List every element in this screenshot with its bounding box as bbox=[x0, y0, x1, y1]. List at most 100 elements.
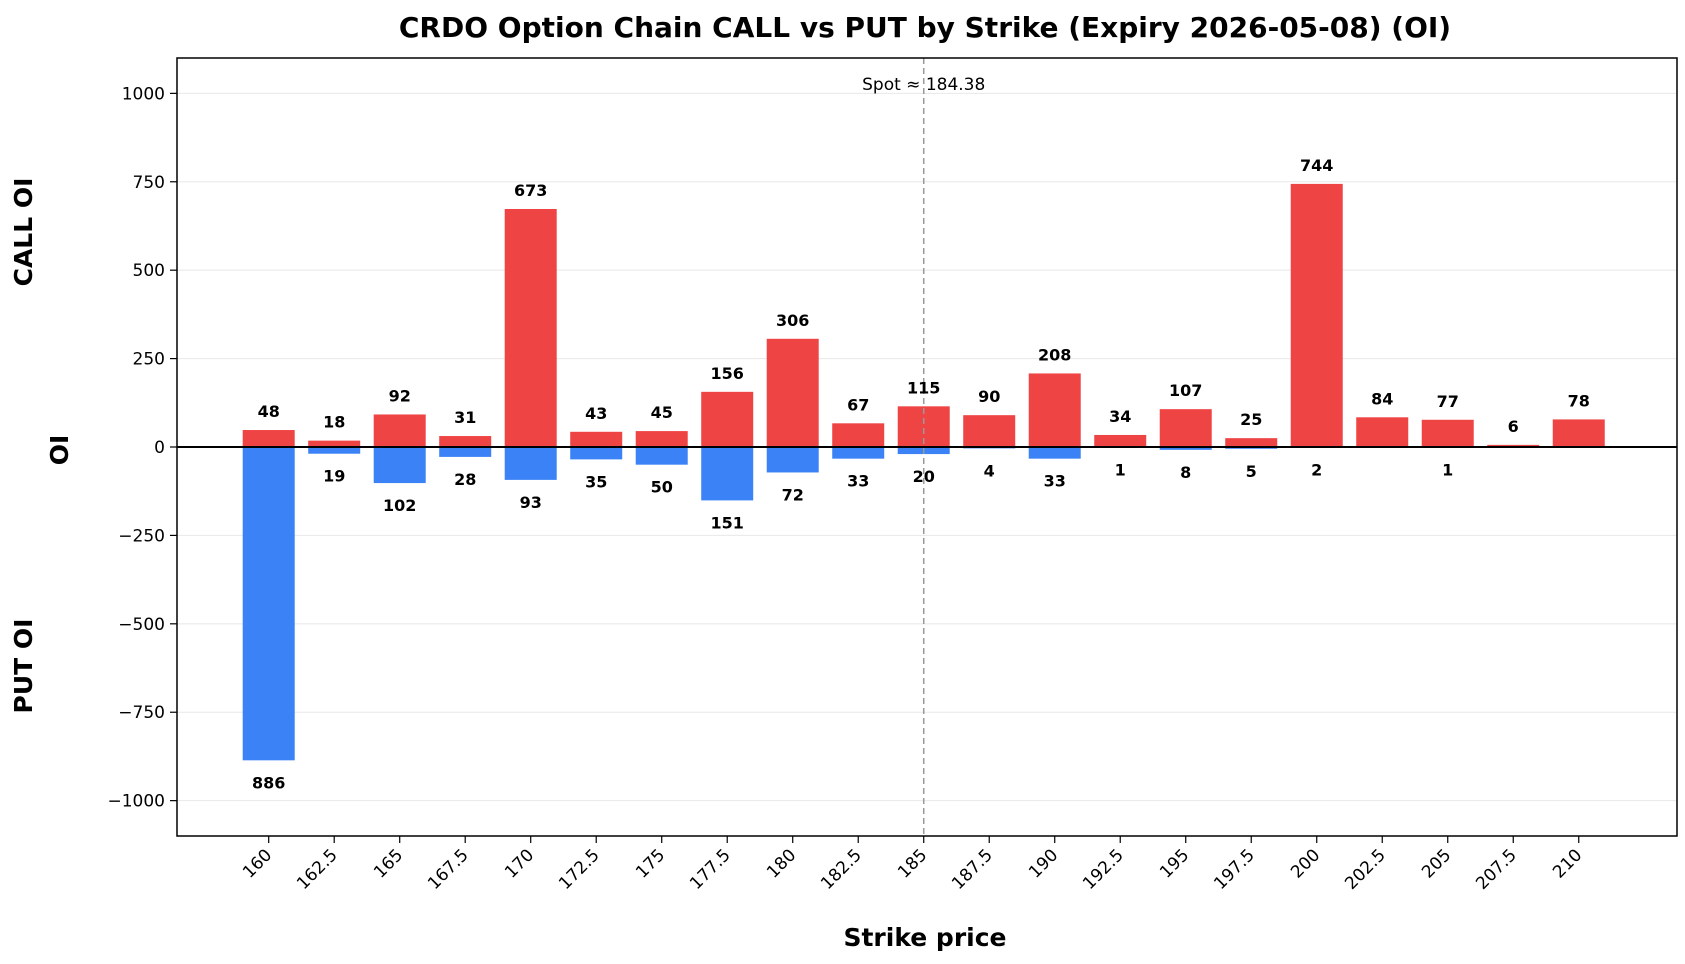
y-tick-label: −1000 bbox=[107, 792, 165, 812]
call-value-label: 208 bbox=[1038, 345, 1071, 364]
x-axis-label: Strike price bbox=[843, 923, 1006, 952]
x-tick-label: 195 bbox=[1156, 845, 1193, 882]
put-bar bbox=[504, 447, 557, 480]
x-tick-label: 162.5 bbox=[293, 845, 342, 894]
x-tick-label: 175 bbox=[632, 845, 669, 882]
x-tick-label: 210 bbox=[1549, 845, 1586, 882]
spot-label: Spot ≈ 184.38 bbox=[862, 75, 985, 95]
put-value-label: 102 bbox=[383, 496, 416, 515]
x-axis-ticks: 160 162.5 165 167.5 170 172.5 175 177.5 180 182.5… bbox=[239, 836, 1586, 894]
call-value-label: 31 bbox=[454, 408, 476, 427]
put-bar bbox=[1028, 447, 1081, 459]
x-tick-label: 165 bbox=[370, 845, 407, 882]
call-oi-label: CALL OI bbox=[9, 178, 38, 287]
x-tick-label: 180 bbox=[763, 845, 800, 882]
y-tick-label: −500 bbox=[118, 615, 165, 635]
x-tick-label: 172.5 bbox=[555, 845, 604, 894]
put-value-label: 8 bbox=[1180, 463, 1191, 482]
call-value-label: 45 bbox=[651, 403, 673, 422]
call-bar bbox=[1094, 434, 1147, 447]
put-value-label: 35 bbox=[585, 472, 607, 491]
put-bar bbox=[1159, 447, 1212, 450]
y-axis-ticks: 1000 750 500 250 0 −250 −500 −750 −1000 bbox=[107, 84, 177, 812]
call-bar bbox=[1159, 409, 1212, 447]
call-value-label: 67 bbox=[847, 395, 869, 414]
x-tick-label: 185 bbox=[894, 845, 931, 882]
put-bar bbox=[766, 447, 819, 473]
put-bar bbox=[635, 447, 688, 465]
put-value-label: 1 bbox=[1115, 460, 1126, 479]
x-tick-label: 207.5 bbox=[1472, 845, 1521, 894]
put-value-label: 20 bbox=[913, 467, 935, 486]
call-bar bbox=[701, 391, 754, 447]
x-tick-label: 197.5 bbox=[1210, 845, 1259, 894]
y-tick-label: 0 bbox=[154, 438, 165, 458]
call-bar bbox=[504, 209, 557, 447]
put-bar bbox=[308, 447, 361, 454]
put-value-label: 72 bbox=[782, 485, 804, 504]
call-bar bbox=[242, 430, 295, 447]
call-bar bbox=[1028, 373, 1081, 447]
y-tick-label: −750 bbox=[118, 703, 165, 723]
y-tick-label: 500 bbox=[133, 261, 165, 281]
call-bar bbox=[1421, 419, 1474, 447]
x-tick-label: 160 bbox=[239, 845, 276, 882]
put-value-label: 5 bbox=[1246, 462, 1257, 481]
call-bar bbox=[1487, 444, 1540, 447]
bars bbox=[242, 183, 1605, 761]
call-value-label: 306 bbox=[776, 311, 809, 330]
call-value-label: 78 bbox=[1568, 391, 1590, 410]
put-value-label: 28 bbox=[454, 470, 476, 489]
call-value-label: 18 bbox=[323, 413, 345, 432]
call-value-label: 115 bbox=[907, 378, 940, 397]
call-bar bbox=[832, 423, 885, 447]
call-value-label: 156 bbox=[711, 364, 744, 383]
call-bar bbox=[1552, 419, 1605, 447]
call-bar bbox=[308, 440, 361, 447]
call-value-label: 107 bbox=[1169, 381, 1202, 400]
x-tick-label: 182.5 bbox=[817, 845, 866, 894]
data-labels: 4888618199210231286739343354550156151306… bbox=[252, 156, 1590, 792]
call-bar bbox=[373, 414, 426, 447]
put-value-label: 151 bbox=[711, 513, 744, 532]
put-bar bbox=[242, 447, 295, 761]
call-value-label: 673 bbox=[514, 181, 547, 200]
call-value-label: 48 bbox=[258, 402, 280, 421]
call-bar bbox=[1225, 438, 1278, 447]
y-tick-label: −250 bbox=[118, 526, 165, 546]
call-bar bbox=[1356, 417, 1409, 447]
x-tick-label: 202.5 bbox=[1341, 845, 1390, 894]
call-value-label: 34 bbox=[1109, 407, 1131, 426]
chart-title: CRDO Option Chain CALL vs PUT by Strike … bbox=[399, 11, 1451, 44]
put-oi-label: PUT OI bbox=[9, 619, 38, 714]
y-tick-label: 750 bbox=[133, 173, 165, 193]
put-bar bbox=[373, 447, 426, 484]
call-value-label: 744 bbox=[1300, 156, 1333, 175]
put-value-label: 4 bbox=[984, 461, 995, 480]
x-tick-label: 187.5 bbox=[948, 845, 997, 894]
call-bar bbox=[635, 431, 688, 447]
call-value-label: 6 bbox=[1508, 417, 1519, 436]
call-bar bbox=[439, 436, 492, 447]
call-value-label: 90 bbox=[978, 387, 1000, 406]
put-value-label: 886 bbox=[252, 773, 285, 792]
call-value-label: 92 bbox=[389, 386, 411, 405]
x-tick-label: 177.5 bbox=[686, 845, 735, 894]
put-bar bbox=[701, 447, 754, 501]
put-bar bbox=[439, 447, 492, 457]
call-bar bbox=[766, 338, 819, 447]
put-value-label: 33 bbox=[1044, 472, 1066, 491]
y-axis-label: OI bbox=[45, 435, 74, 466]
x-tick-label: 200 bbox=[1287, 845, 1324, 882]
put-value-label: 50 bbox=[651, 478, 673, 497]
call-bar bbox=[963, 415, 1016, 447]
put-value-label: 2 bbox=[1311, 461, 1322, 480]
call-bar bbox=[1290, 183, 1343, 448]
put-value-label: 93 bbox=[520, 493, 542, 512]
put-value-label: 33 bbox=[847, 472, 869, 491]
put-bar bbox=[570, 447, 623, 460]
y-tick-label: 1000 bbox=[122, 84, 165, 104]
x-tick-label: 205 bbox=[1418, 845, 1455, 882]
call-value-label: 43 bbox=[585, 404, 607, 423]
